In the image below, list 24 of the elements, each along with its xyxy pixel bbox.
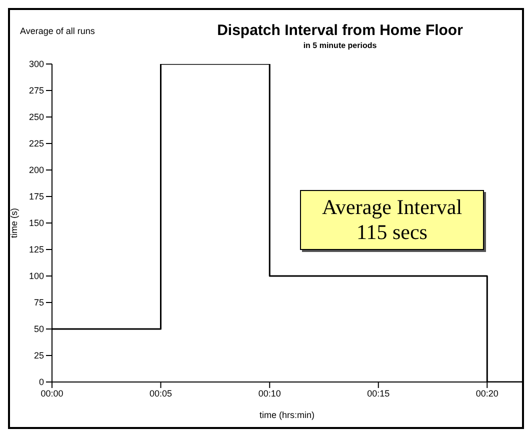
y-tick-label: 175 [28,192,44,202]
text: Average of all runs [20,26,95,36]
y-tick-label: 150 [28,218,44,228]
x-tick-label: 00:05 [149,388,172,398]
y-axis-title: time (s) [9,208,20,238]
y-tick-label: 200 [28,165,44,176]
chart-subtitle: in 5 minute periods [302,41,378,50]
y-tick-label: 75 [34,298,44,308]
chart-title: Dispatch Interval from Home Floor [216,22,464,39]
y-tick-label: 0 [38,377,44,388]
y-tick-label: 225 [28,138,44,149]
annotation: Average Interval 115 secs [300,190,484,250]
y-tick-label: 300 [28,59,44,70]
x-tick-label: 00:15 [367,388,390,398]
y-tick-label: 100 [28,271,44,282]
y-tick-label: 275 [28,86,44,96]
y-tick-label: 25 [34,350,44,361]
y-tick-label: 250 [28,112,44,122]
x-axis-title: time (hrs:min) [259,410,315,420]
x-tick-label: 00:10 [258,388,281,398]
x-tick-label: 00:20 [476,388,498,398]
y-tick-label: 50 [34,324,44,334]
y-tick-label: 125 [28,244,44,255]
x-tick-label: 00:00 [40,388,64,398]
